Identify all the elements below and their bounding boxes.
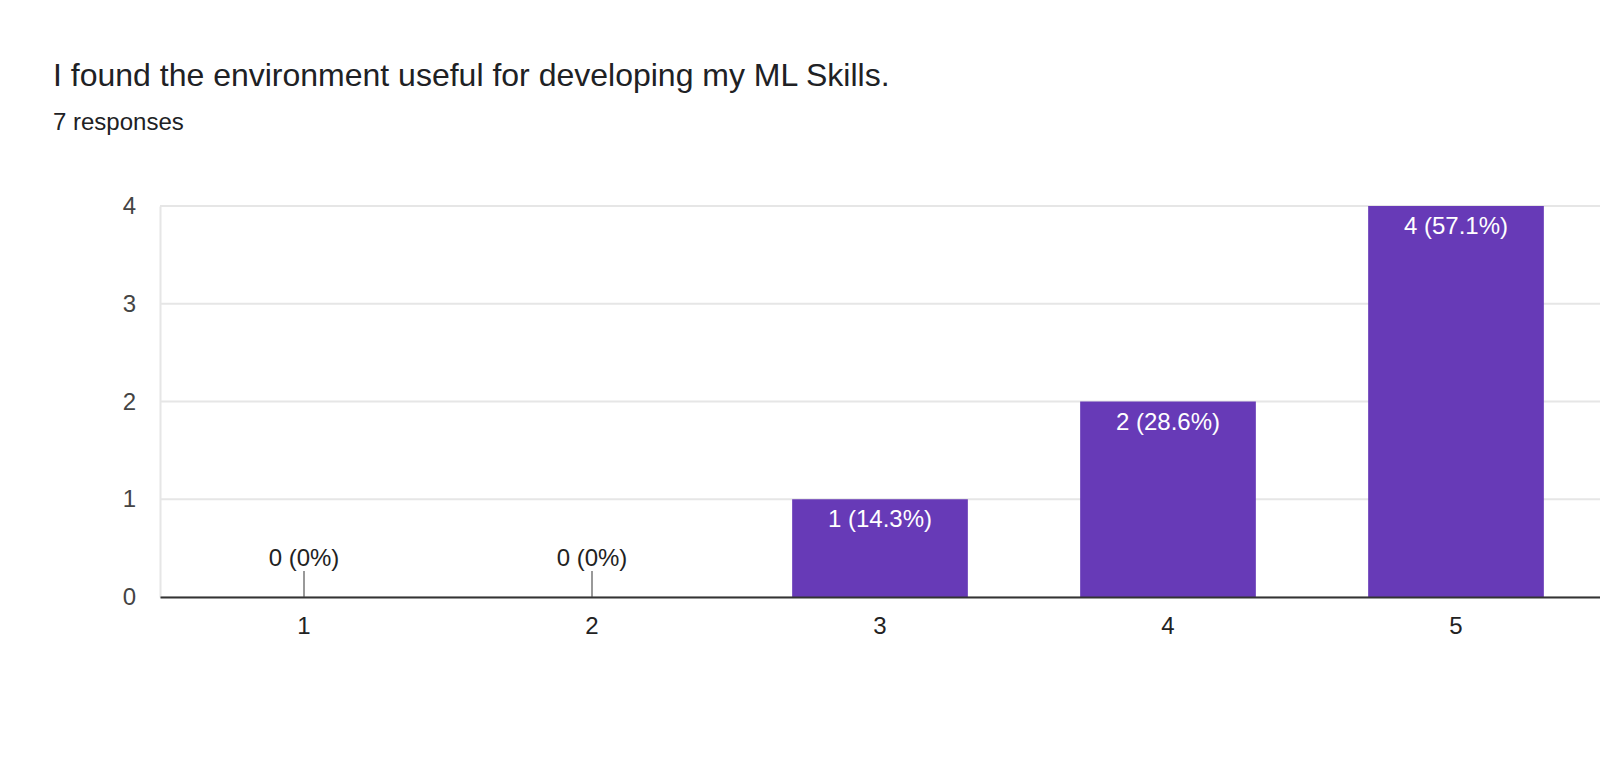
data-label: 1 (14.3%) xyxy=(828,505,932,532)
y-tick-label: 2 xyxy=(123,388,136,415)
x-tick-label: 4 xyxy=(1161,612,1174,639)
x-tick-label: 5 xyxy=(1449,612,1462,639)
x-axis: 1 2 3 4 5 xyxy=(161,597,1600,639)
data-labels: 0 (0%) 0 (0%) 1 (14.3%) 2 (28.6%) 4 (57.1%) xyxy=(269,212,1508,571)
bar xyxy=(792,499,968,597)
data-label: 0 (0%) xyxy=(557,544,628,571)
zero-stub xyxy=(591,571,593,597)
bar xyxy=(1080,402,1256,598)
x-tick-label: 1 xyxy=(297,612,310,639)
x-tick: 4 xyxy=(1161,597,1174,639)
data-label: 4 (57.1%) xyxy=(1404,212,1508,239)
bar xyxy=(1368,206,1544,597)
y-tick-label: 3 xyxy=(123,290,136,317)
y-tick: 0 xyxy=(123,583,160,610)
y-tick: 2 xyxy=(123,388,160,415)
x-tick: 2 xyxy=(585,597,598,639)
data-label: 2 (28.6%) xyxy=(1116,408,1220,435)
y-tick-label: 0 xyxy=(123,583,136,610)
subtitle: 7 responses xyxy=(53,108,184,135)
y-axis: 0 1 2 3 4 xyxy=(123,192,161,610)
y-tick-label: 4 xyxy=(123,192,136,219)
grid xyxy=(160,206,1600,597)
x-tick: 3 xyxy=(873,597,886,639)
bars xyxy=(304,206,1544,597)
y-axis-line xyxy=(160,207,162,598)
y-tick: 4 xyxy=(123,192,160,219)
x-tick-label: 3 xyxy=(873,612,886,639)
x-tick: 5 xyxy=(1449,597,1462,639)
data-label: 0 (0%) xyxy=(269,544,340,571)
y-tick: 3 xyxy=(123,290,160,317)
x-tick: 1 xyxy=(297,597,310,639)
zero-stub xyxy=(303,571,305,597)
title: I found the environment useful for devel… xyxy=(53,57,890,93)
x-axis-line xyxy=(161,597,1600,599)
plot: 0 1 2 3 4 1 2 3 4 5 0 (0%) 0 (0%) 1 (14.3%) 2 (28.6%)… xyxy=(123,192,1600,639)
x-tick-label: 2 xyxy=(585,612,598,639)
chart: I found the environment useful for devel… xyxy=(0,0,1600,761)
y-tick-label: 1 xyxy=(123,485,136,512)
y-tick: 1 xyxy=(123,485,160,512)
